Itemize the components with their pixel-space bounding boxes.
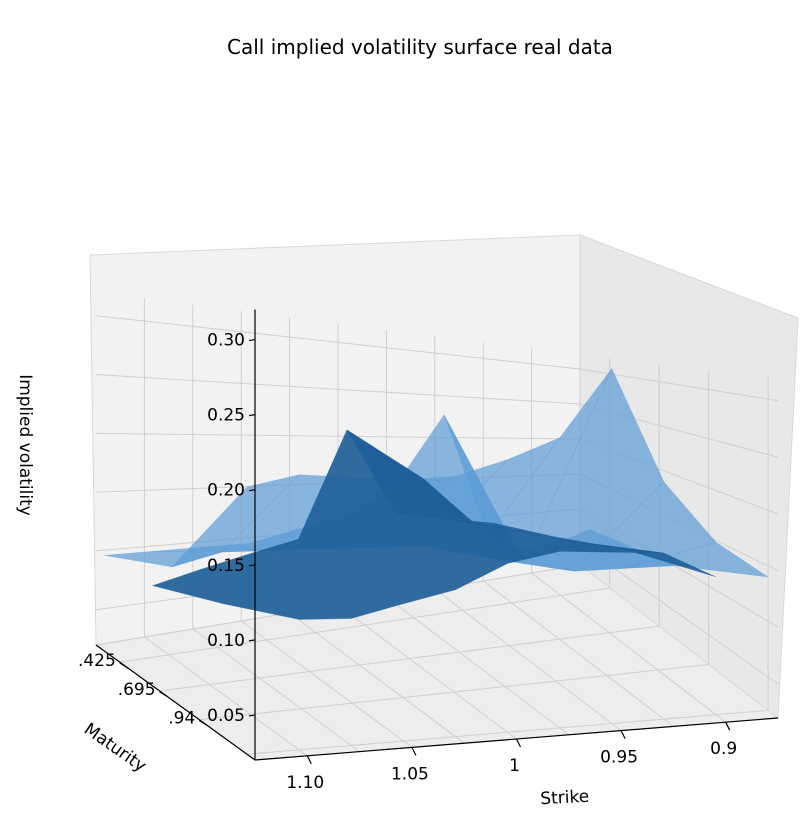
surfaces bbox=[103, 367, 769, 620]
y-tick-label: .425 bbox=[78, 651, 116, 671]
surface-2 bbox=[151, 429, 717, 620]
z-tick-label: 0.20 bbox=[207, 481, 245, 501]
x-tick-label: 0.95 bbox=[600, 748, 638, 768]
x-axis-label: Strike bbox=[540, 787, 590, 810]
y-axis-label: Maturity bbox=[80, 719, 150, 776]
z-tick bbox=[248, 639, 256, 642]
x-tick-label: 1.05 bbox=[391, 764, 429, 784]
x-tick-label: 1 bbox=[509, 756, 520, 776]
x-tick-label: 0.9 bbox=[710, 739, 737, 759]
y-tick-label: .94 bbox=[168, 709, 195, 729]
maturity-gridline bbox=[199, 369, 710, 721]
y-tick-label: .695 bbox=[118, 680, 156, 700]
x-tick bbox=[411, 747, 417, 756]
z-tick-label: 0.25 bbox=[207, 406, 245, 426]
chart-title: Call implied volatility surface real dat… bbox=[227, 35, 613, 59]
x-tick bbox=[306, 755, 312, 765]
y-tick bbox=[159, 691, 168, 698]
y-tick bbox=[119, 662, 129, 669]
z-tick-label: 0.30 bbox=[207, 331, 245, 351]
z-tick-label: 0.15 bbox=[207, 556, 245, 576]
z-tick bbox=[248, 714, 256, 717]
z-tick-label: 0.10 bbox=[207, 631, 245, 651]
surface-patch bbox=[624, 542, 769, 578]
surface-patch bbox=[574, 541, 717, 578]
x-tick-label: 1.10 bbox=[286, 773, 324, 793]
x-tick bbox=[620, 730, 626, 739]
y-tick bbox=[198, 719, 208, 727]
z-axis-label: Implied volatility bbox=[15, 374, 35, 516]
z-tick bbox=[248, 338, 256, 342]
maturity-gridline bbox=[159, 364, 660, 692]
z-tick-label: 0.05 bbox=[207, 706, 245, 726]
z-tick bbox=[248, 414, 256, 417]
z-tick bbox=[248, 489, 256, 492]
x-tick bbox=[515, 738, 522, 748]
maturity-gridline bbox=[247, 376, 769, 755]
axes: 0.05 0.10 0.15 0.20 0.25 0.30 1.10 1.05 1 0.95 0.9… bbox=[78, 309, 779, 793]
z-tick bbox=[248, 564, 256, 567]
x-tick bbox=[725, 721, 731, 731]
